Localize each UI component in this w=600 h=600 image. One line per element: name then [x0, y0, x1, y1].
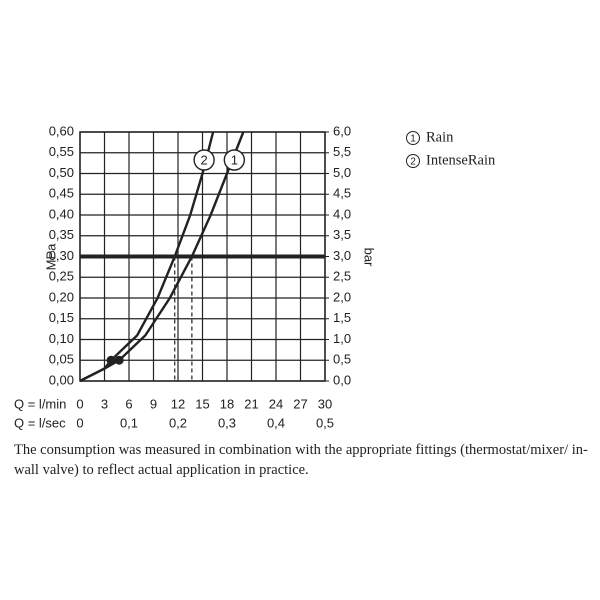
- legend-circle: [406, 131, 420, 145]
- note-box: The consumption was measured in combinat…: [14, 442, 588, 478]
- y-tick-label: 0,35: [49, 227, 74, 242]
- y-tick-label: 0,25: [49, 269, 74, 284]
- y-tick-label: 0,60: [49, 123, 74, 138]
- y-tick-label: 0,20: [49, 289, 74, 304]
- x-tick-label: 30: [318, 396, 332, 411]
- y2-tick-label: 1,5: [333, 310, 351, 325]
- note: The consumption was measured in combinat…: [14, 442, 588, 478]
- y2-axis-label: bar: [362, 248, 377, 267]
- y-tick-label: 0,15: [49, 310, 74, 325]
- x-tick-label: 12: [171, 396, 185, 411]
- min-point: [106, 355, 116, 365]
- plot-frame: [79, 131, 326, 382]
- curve-label-circle: [193, 149, 215, 171]
- x-tick-label: 15: [195, 396, 209, 411]
- y2-tick-label: 0,5: [333, 352, 351, 367]
- curve-label: 2: [200, 152, 207, 167]
- y2-tick-label: 2,5: [333, 269, 351, 284]
- curve-label: 1: [231, 152, 238, 167]
- y2-tick-label: 6,0: [333, 123, 351, 138]
- x-axis-label: Q = l/min: [14, 396, 66, 411]
- curve-label-circle: [223, 149, 246, 171]
- x-tick-label: 18: [220, 396, 234, 411]
- x-tick-label: 27: [293, 396, 307, 411]
- x2-tick-label: 0,4: [267, 415, 285, 430]
- y2-tick-label: 2,0: [333, 289, 351, 304]
- y-axis-label: MPa: [43, 243, 58, 271]
- y-tick-label: 0,40: [49, 206, 74, 221]
- y2-tick-label: 3,0: [333, 248, 351, 263]
- y-tick-label: 0,45: [49, 186, 74, 201]
- y-tick-label: 0,10: [49, 331, 74, 346]
- curve: [79, 131, 215, 383]
- y-tick-label: 0,05: [49, 352, 74, 367]
- x-tick-label: 3: [101, 396, 108, 411]
- x2-axis-label: Q = l/sec: [14, 415, 66, 430]
- y2-tick-label: 3,5: [333, 227, 351, 242]
- legend-number: 2: [410, 157, 416, 168]
- x2-tick-label: 0,2: [169, 415, 187, 430]
- x-tick-label: 21: [244, 396, 258, 411]
- x2-tick-label: 0: [76, 415, 83, 430]
- x2-tick-label: 0,3: [218, 415, 236, 430]
- y-tick-label: 0,00: [49, 372, 74, 387]
- legend-label: IntenseRain: [426, 152, 496, 168]
- y-tick-label: 0,30: [49, 248, 74, 263]
- legend-number: 1: [410, 134, 416, 145]
- y2-tick-label: 4,0: [333, 206, 351, 221]
- x-tick-label: 0: [76, 396, 83, 411]
- x-tick-label: 24: [269, 396, 283, 411]
- x-tick-label: 6: [125, 396, 132, 411]
- x2-tick-label: 0,1: [120, 415, 138, 430]
- y2-tick-label: 0,0: [333, 372, 351, 387]
- legend-label: Rain: [426, 129, 454, 145]
- legend-circle: [406, 154, 420, 168]
- x-tick-label: 9: [150, 396, 157, 411]
- y-tick-label: 0,55: [49, 144, 74, 159]
- y2-tick-label: 5,0: [333, 165, 351, 180]
- curve: [79, 131, 245, 383]
- x2-tick-label: 0,5: [316, 415, 334, 430]
- y2-tick-label: 4,5: [333, 186, 351, 201]
- y2-tick-label: 5,5: [333, 144, 351, 159]
- y-tick-label: 0,50: [49, 165, 74, 180]
- min-point: [114, 355, 124, 365]
- y2-tick-label: 1,0: [333, 331, 351, 346]
